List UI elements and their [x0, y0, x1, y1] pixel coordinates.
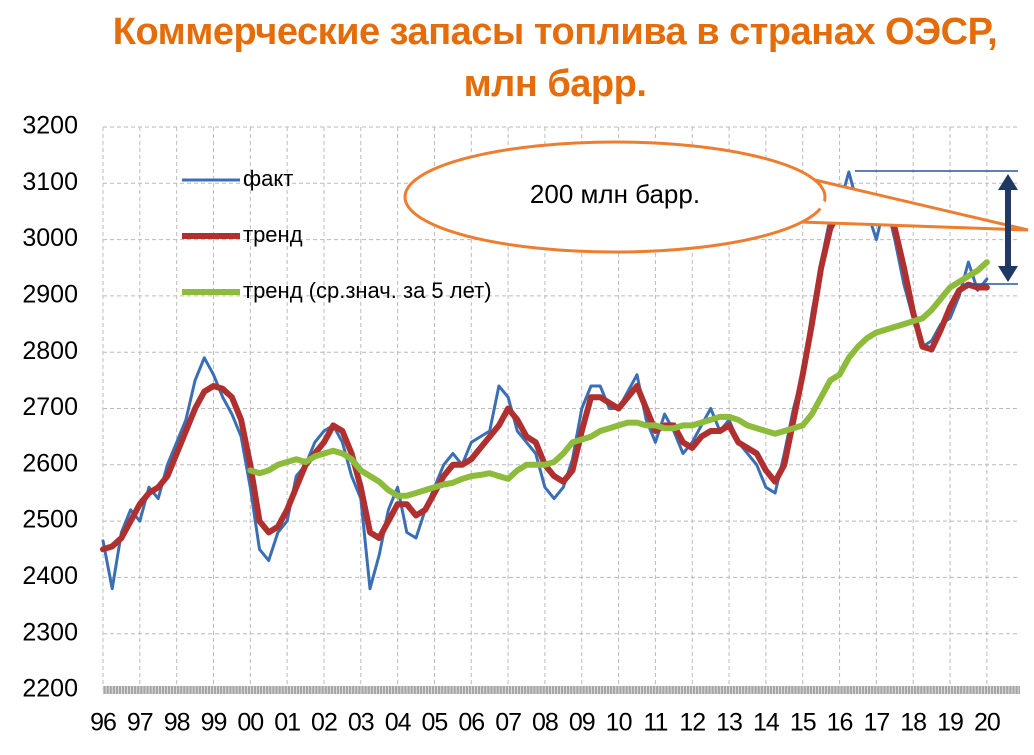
- x-axis-band: [103, 686, 1020, 694]
- y-tick-label: 2300: [22, 618, 78, 646]
- x-tick-label: 20: [974, 709, 1000, 737]
- x-tick-label: 02: [311, 709, 337, 737]
- y-tick-label: 2500: [22, 506, 78, 534]
- x-axis: [102, 686, 1020, 694]
- legend: факт тренд тренд (ср.знач. за 5 лет): [182, 166, 492, 303]
- x-tick-label: 12: [679, 709, 705, 737]
- x-tick-label: 18: [900, 709, 926, 737]
- x-tick-label: 03: [348, 709, 374, 737]
- x-tick-label: 99: [201, 709, 227, 737]
- x-tick-label: 15: [790, 709, 816, 737]
- chart-title: Коммерческие запасы топлива в странах ОЭ…: [112, 11, 998, 105]
- y-tick-label: 3200: [22, 112, 78, 140]
- y-tick-label: 2800: [22, 337, 78, 365]
- x-tick-label: 96: [90, 709, 116, 737]
- x-tick-label: 11: [643, 709, 667, 737]
- y-tick-label: 2900: [22, 281, 78, 309]
- x-tick-label: 05: [422, 709, 448, 737]
- callout-join: [800, 184, 831, 214]
- x-tick-label: 97: [127, 709, 153, 737]
- x-tick-label: 06: [458, 709, 484, 737]
- legend-label: тренд: [243, 222, 303, 247]
- x-tick-label: 19: [937, 709, 963, 737]
- x-tick-label: 10: [606, 709, 632, 737]
- x-tick-label: 98: [164, 709, 190, 737]
- callout-tail: [799, 178, 1029, 232]
- x-tick-label: 13: [716, 709, 742, 737]
- x-tick-label: 01: [274, 709, 300, 737]
- y-tick-label: 3100: [22, 168, 78, 196]
- x-tick-label: 07: [495, 709, 521, 737]
- series-line: [247, 259, 990, 499]
- y-tick-label: 3000: [22, 224, 78, 252]
- x-tick-label: 04: [385, 709, 412, 737]
- legend-label: тренд (ср.знач. за 5 лет): [243, 278, 492, 303]
- legend-label: факт: [243, 166, 293, 191]
- annotation: 200 млн барр.: [530, 179, 700, 209]
- x-tick-label: 09: [569, 709, 595, 737]
- y-tick-label: 2200: [22, 675, 78, 703]
- x-tick-label: 16: [827, 709, 853, 737]
- callout: 200 млн барр.: [403, 140, 1029, 285]
- x-tick-label: 08: [532, 709, 558, 737]
- x-tick-label: 14: [753, 709, 780, 737]
- callout-ellipse: [403, 140, 827, 254]
- y-tick-label: 2600: [22, 449, 78, 477]
- y-tick-label: 2700: [22, 393, 78, 421]
- y-tick-label: 2400: [22, 562, 78, 590]
- x-tick-label: 17: [863, 709, 889, 737]
- x-tick-label: 00: [237, 709, 263, 737]
